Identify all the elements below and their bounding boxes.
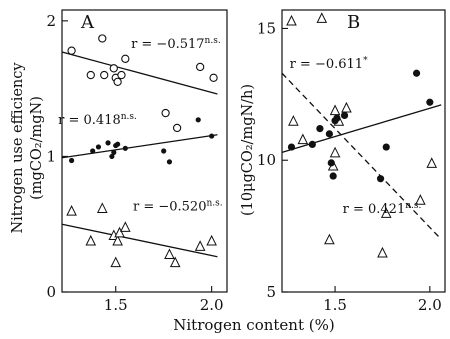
- data-point-open-triangle: [194, 240, 206, 251]
- data-point-open-triangle: [324, 233, 335, 245]
- data-point-open-circle: [67, 46, 76, 55]
- x-axis-label: Nitrogen content (%): [173, 316, 334, 334]
- panel-b-fit-line: [281, 104, 442, 153]
- data-point-open-triangle: [114, 226, 125, 238]
- data-point-filled-circle: [426, 98, 434, 106]
- panel-a-y-tick-label: 1: [46, 147, 56, 165]
- data-point-open-triangle: [112, 234, 123, 246]
- data-point-open-triangle: [164, 248, 175, 260]
- data-point-open-triangle: [169, 256, 181, 268]
- data-point-open-triangle: [341, 101, 352, 113]
- data-point-filled-circle: [115, 141, 121, 147]
- panel-b-frame: [281, 9, 446, 293]
- data-point-filled-circle: [382, 143, 390, 151]
- data-point-open-triangle: [66, 205, 77, 216]
- data-point-open-circle: [209, 73, 218, 82]
- data-point-open-triangle: [85, 234, 97, 246]
- data-point-open-circle: [161, 108, 170, 118]
- y-axis-label-b-line1: (10μgCO₂/mgN/h): [240, 84, 256, 216]
- data-point-open-triangle: [380, 207, 392, 218]
- data-point-open-triangle: [316, 12, 328, 23]
- panel-b-correlation-label: r = 0.421n.s.: [343, 201, 422, 217]
- data-point-filled-circle: [95, 144, 102, 150]
- data-point-filled-circle: [376, 175, 385, 183]
- data-point-filled-circle: [316, 124, 324, 133]
- panel-b: B 1.5 2.0 5 10 15 r = −0.611* r = 0.421n.s.: [257, 9, 446, 314]
- panel-a-correlation-label: r = −0.517n.s.: [131, 36, 221, 52]
- data-point-filled-circle: [122, 145, 128, 151]
- data-point-filled-circle: [325, 130, 333, 138]
- panel-a-frame: [61, 9, 228, 293]
- data-point-filled-circle: [340, 111, 349, 120]
- data-point-open-triangle: [329, 104, 341, 116]
- data-point-filled-circle: [308, 140, 316, 149]
- data-point-open-circle: [113, 77, 122, 87]
- y-axis-label-b: (10μgCO₂/mgN/h): [240, 84, 256, 216]
- panel-b-letter: B: [347, 12, 360, 33]
- data-point-open-triangle: [120, 221, 131, 232]
- data-point-filled-circle: [329, 172, 337, 180]
- y-axis-label-a-line2: (mgCO₂/mgN): [29, 96, 45, 200]
- data-point-open-triangle: [96, 202, 108, 213]
- data-point-open-circle: [109, 64, 118, 73]
- data-point-filled-circle: [90, 148, 96, 154]
- data-point-filled-circle: [161, 148, 167, 154]
- panel-a-fit-line: [61, 223, 218, 258]
- data-point-open-circle: [172, 123, 182, 133]
- panel-b-y-tick-label: 5: [266, 283, 276, 301]
- data-point-open-triangle: [110, 256, 122, 268]
- data-point-open-triangle: [426, 157, 438, 168]
- data-point-open-circle: [195, 62, 205, 72]
- panel-a-fit-line: [61, 134, 218, 159]
- panel-b-x-tick-label: 2.0: [418, 296, 442, 314]
- panel-b-correlation-label: r = −0.611*: [290, 56, 368, 72]
- panel-b-y-tick-label: 10: [257, 151, 276, 169]
- data-point-filled-circle: [287, 143, 296, 151]
- panel-a-correlation-label: r = 0.418n.s.: [58, 112, 137, 128]
- y-axis-label-a-line1: Nitrogen use efficiency: [10, 62, 26, 234]
- data-point-filled-circle: [105, 140, 111, 146]
- data-point-open-triangle: [286, 14, 297, 26]
- y-axis-label-a: Nitrogen use efficiency (mgCO₂/mgN): [10, 62, 45, 234]
- data-point-filled-circle: [333, 114, 341, 122]
- data-point-open-circle: [100, 70, 109, 80]
- panel-a-x-tick-label: 2.0: [200, 296, 224, 314]
- panel-a-fit-line: [61, 51, 218, 95]
- data-point-open-triangle: [377, 246, 388, 258]
- data-point-open-circle: [121, 54, 130, 63]
- data-point-open-triangle: [415, 194, 426, 205]
- data-point-open-triangle: [206, 234, 217, 246]
- data-point-filled-circle: [195, 117, 201, 123]
- panel-a-letter: A: [80, 12, 95, 33]
- data-point-open-triangle: [288, 115, 299, 126]
- data-point-filled-circle: [166, 159, 173, 165]
- data-point-filled-circle: [327, 159, 335, 167]
- panel-a: A 1.5 2.0 0 1 2 r = −0.517n.s. r = 0.418n.s. r …: [46, 9, 228, 314]
- data-point-filled-circle: [209, 133, 215, 139]
- panel-a-y-tick-label: 2: [46, 12, 56, 30]
- panel-b-fit-line: [281, 72, 442, 240]
- panel-a-y-tick-label: 0: [46, 283, 56, 301]
- data-point-open-triangle: [329, 146, 341, 158]
- data-point-open-triangle: [297, 133, 309, 145]
- data-point-open-circle: [98, 34, 107, 43]
- data-point-filled-circle: [412, 69, 421, 77]
- panel-a-x-tick-label: 1.5: [104, 296, 128, 314]
- panel-a-correlation-label: r = −0.520n.s.: [133, 199, 223, 215]
- data-point-filled-circle: [68, 157, 75, 164]
- data-point-open-circle: [86, 70, 95, 80]
- panel-b-y-tick-label: 15: [257, 19, 276, 37]
- data-point-filled-circle: [111, 149, 117, 155]
- panel-b-x-tick-label: 1.5: [323, 296, 347, 314]
- data-point-filled-circle: [109, 153, 115, 160]
- data-point-open-circle: [117, 70, 126, 80]
